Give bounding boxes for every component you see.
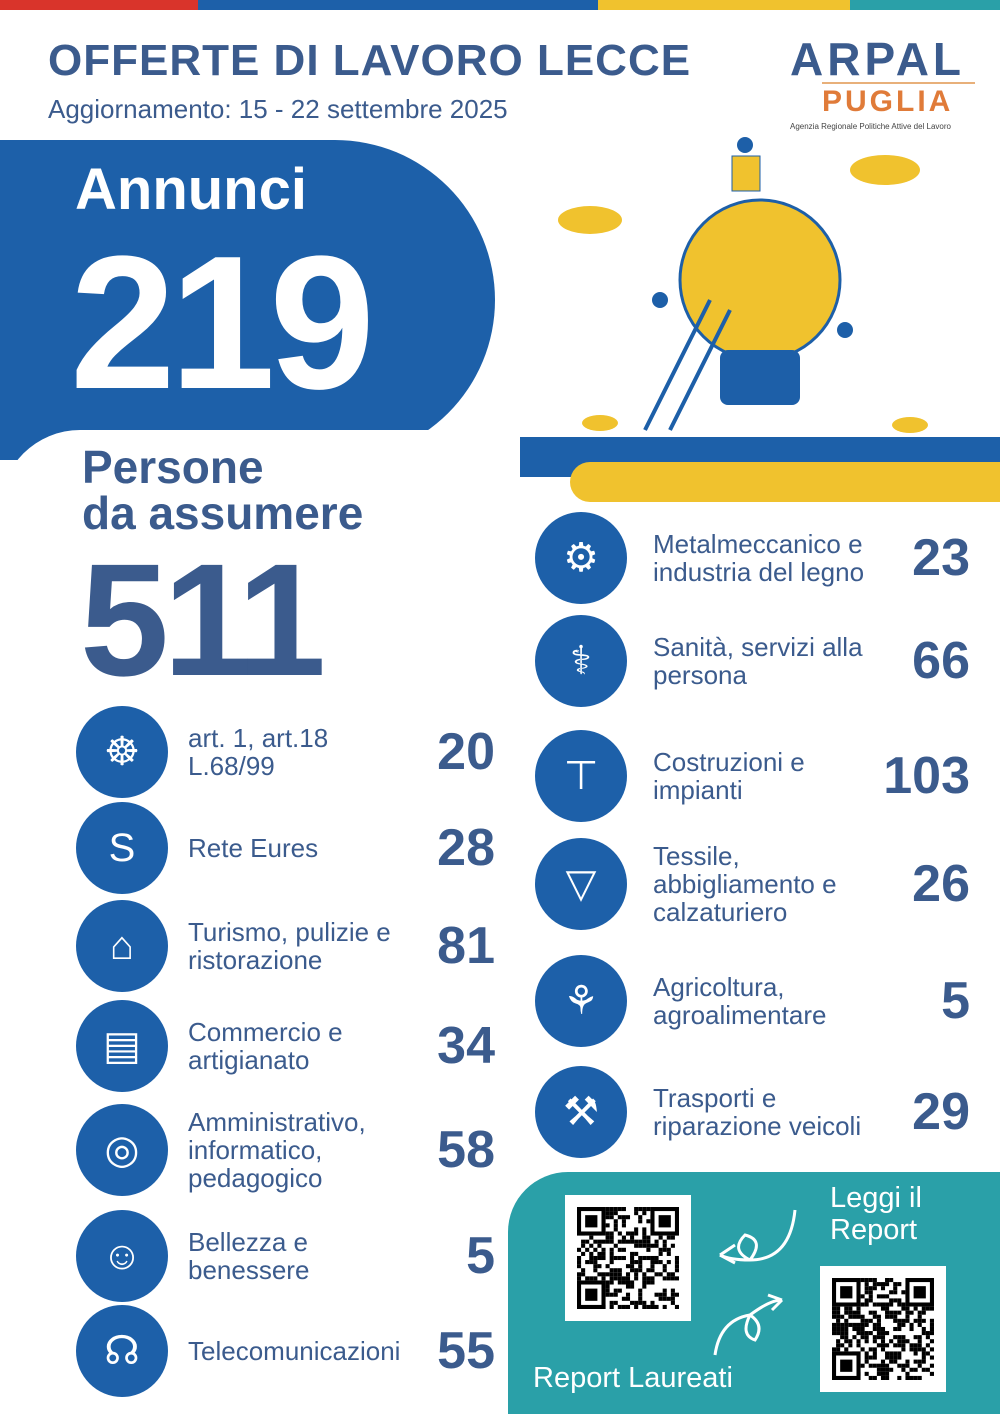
category-row: ◎ Amministrativo, informatico, pedagogic…	[76, 1104, 516, 1196]
category-value: 28	[437, 819, 495, 877]
stethoscope-icon: ⚕	[535, 615, 627, 707]
category-label: Commercio e artigianato	[188, 1017, 343, 1075]
crane-icon: ⊤	[535, 730, 627, 822]
category-label: Tessile, abbigliamento e calzaturiero	[653, 841, 837, 927]
category-label: Telecomunicazioni	[188, 1336, 401, 1366]
graduates-report-label: Report Laureati	[533, 1362, 733, 1394]
category-row: ⌂ Turismo, pulizie e ristorazione 81	[76, 900, 516, 992]
category-row: ▽ Tessile, abbigliamento e calzaturiero …	[535, 838, 975, 930]
category-row: ☺ Bellezza e benessere 5	[76, 1210, 516, 1302]
annunci-label: Annunci	[75, 157, 307, 222]
category-label: Amministrativo, informatico, pedagogico	[188, 1107, 366, 1193]
headset-icon: ☊	[76, 1305, 168, 1397]
arrow-icons	[713, 1209, 797, 1356]
category-label: Turismo, pulizie e ristorazione	[188, 917, 391, 975]
category-row: ▤ Commercio e artigianato 34	[76, 1000, 516, 1092]
category-value: 55	[437, 1322, 495, 1380]
qr-code-laureati[interactable]	[820, 1266, 946, 1392]
gear-wrench-icon: ⚙	[535, 512, 627, 604]
category-row: ⊤ Costruzioni e impianti 103	[535, 730, 975, 822]
read-report-label: Leggi il Report	[830, 1182, 922, 1246]
category-value: 29	[912, 1083, 970, 1141]
category-label: Costruzioni e impianti	[653, 747, 805, 805]
page-title: OFFERTE DI LAVORO LECCE	[48, 36, 692, 85]
beach-house-icon: ⌂	[76, 900, 168, 992]
category-row: ⚘ Agricoltura, agroalimentare 5	[535, 955, 975, 1047]
persone-label-2: da assumere	[82, 487, 364, 539]
logo-puglia: PUGLIA	[822, 82, 975, 120]
decor-bar-yellow	[570, 462, 1000, 502]
persone-label-1: Persone	[82, 441, 264, 493]
category-value: 66	[912, 632, 970, 690]
category-value: 23	[912, 529, 970, 587]
category-row: S Rete Eures 28	[76, 802, 516, 894]
category-row: ⚕ Sanità, servizi alla persona 66	[535, 615, 975, 707]
category-label: art. 1, art.18 L.68/99	[188, 723, 329, 781]
persone-value: 511	[80, 530, 326, 709]
stripe-red	[0, 0, 198, 10]
category-label: Metalmeccanico e industria del legno	[653, 529, 865, 587]
update-date: Aggiornamento: 15 - 22 settembre 2025	[48, 94, 508, 124]
persone-label: Persone da assumere	[82, 444, 363, 536]
accessibility-icon: ☸	[76, 706, 168, 798]
category-value: 34	[437, 1017, 495, 1075]
category-value: 26	[912, 855, 970, 913]
category-value: 103	[883, 747, 970, 805]
annunci-value: 219	[70, 217, 375, 429]
arpal-logo: ARPAL PUGLIA Agenzia Regionale Politiche…	[790, 36, 975, 131]
category-label: Trasporti e riparazione veicoli	[653, 1083, 862, 1141]
category-label: Rete Eures	[188, 833, 319, 863]
lightbulb-illustration-icon	[558, 137, 928, 433]
category-value: 58	[437, 1121, 495, 1179]
tools-icon: ⚒	[535, 1066, 627, 1158]
category-row: ⚙ Metalmeccanico e industria del legno 2…	[535, 512, 975, 604]
category-value: 5	[941, 972, 970, 1030]
category-label: Bellezza e benessere	[188, 1227, 310, 1285]
face-icon: ☺	[76, 1210, 168, 1302]
category-value: 20	[437, 723, 495, 781]
globe-book-icon: ◎	[76, 1104, 168, 1196]
category-row: ☸ art. 1, art.18 L.68/99 20	[76, 706, 516, 798]
category-value: 5	[466, 1227, 495, 1285]
category-row: ☊ Telecomunicazioni 55	[76, 1305, 516, 1397]
wheat-icon: ⚘	[535, 955, 627, 1047]
eures-logo-icon: S	[76, 802, 168, 894]
logo-agency: Agenzia Regionale Politiche Attive del L…	[790, 122, 951, 131]
stripe-teal	[850, 0, 1000, 10]
market-stall-icon: ▤	[76, 1000, 168, 1092]
logo-arpal: ARPAL	[790, 33, 966, 85]
tshirt-shoe-icon: ▽	[535, 838, 627, 930]
annunci-panel	[0, 140, 495, 460]
category-label: Sanità, servizi alla persona	[653, 632, 863, 690]
stripe-blue	[198, 0, 598, 10]
qr-code-report[interactable]	[565, 1195, 691, 1321]
stripe-yellow	[598, 0, 850, 10]
category-label: Agricoltura, agroalimentare	[653, 972, 827, 1030]
category-value: 81	[437, 917, 495, 975]
category-row: ⚒ Trasporti e riparazione veicoli 29	[535, 1066, 975, 1158]
